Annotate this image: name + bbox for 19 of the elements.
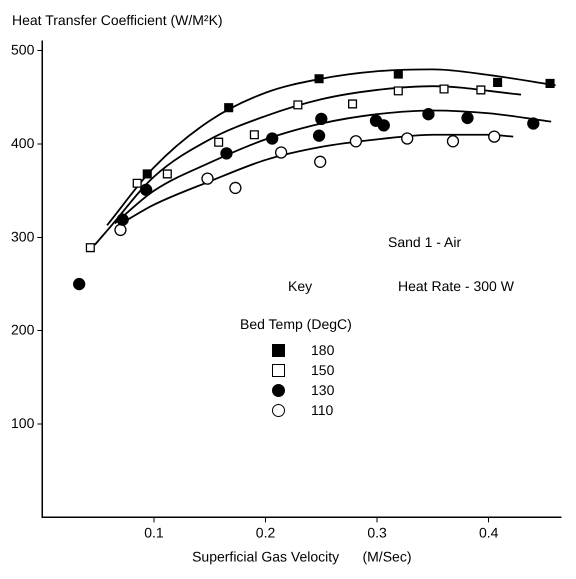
x-axis-title: Superficial Gas Velocity (M/Sec) — [192, 548, 412, 564]
annotation: Key — [288, 278, 312, 294]
annotation: Sand 1 - Air — [388, 234, 462, 250]
x-tick-label: 0.4 — [478, 524, 499, 541]
legend-title: Bed Temp (DegC) — [240, 316, 352, 332]
y-tick-label: 300 — [11, 228, 35, 244]
legend-label: 110 — [311, 402, 334, 418]
x-tick-label: 0.2 — [256, 524, 276, 541]
y-tick-label: 100 — [11, 414, 35, 431]
legend-label: 180 — [311, 342, 334, 358]
legend-label: 150 — [311, 362, 334, 378]
y-tick-label: 500 — [11, 42, 35, 58]
annotation: Heat Rate - 300 W — [398, 278, 514, 294]
y-tick-label: 200 — [11, 322, 35, 338]
legend-label: 130 — [311, 382, 334, 398]
x-tick-label: 0.3 — [367, 524, 388, 541]
y-axis-title: Heat Transfer Coefficient (W/M²K) — [12, 12, 223, 28]
x-tick-label: 0.1 — [144, 524, 164, 541]
y-tick-label: 400 — [11, 134, 35, 151]
